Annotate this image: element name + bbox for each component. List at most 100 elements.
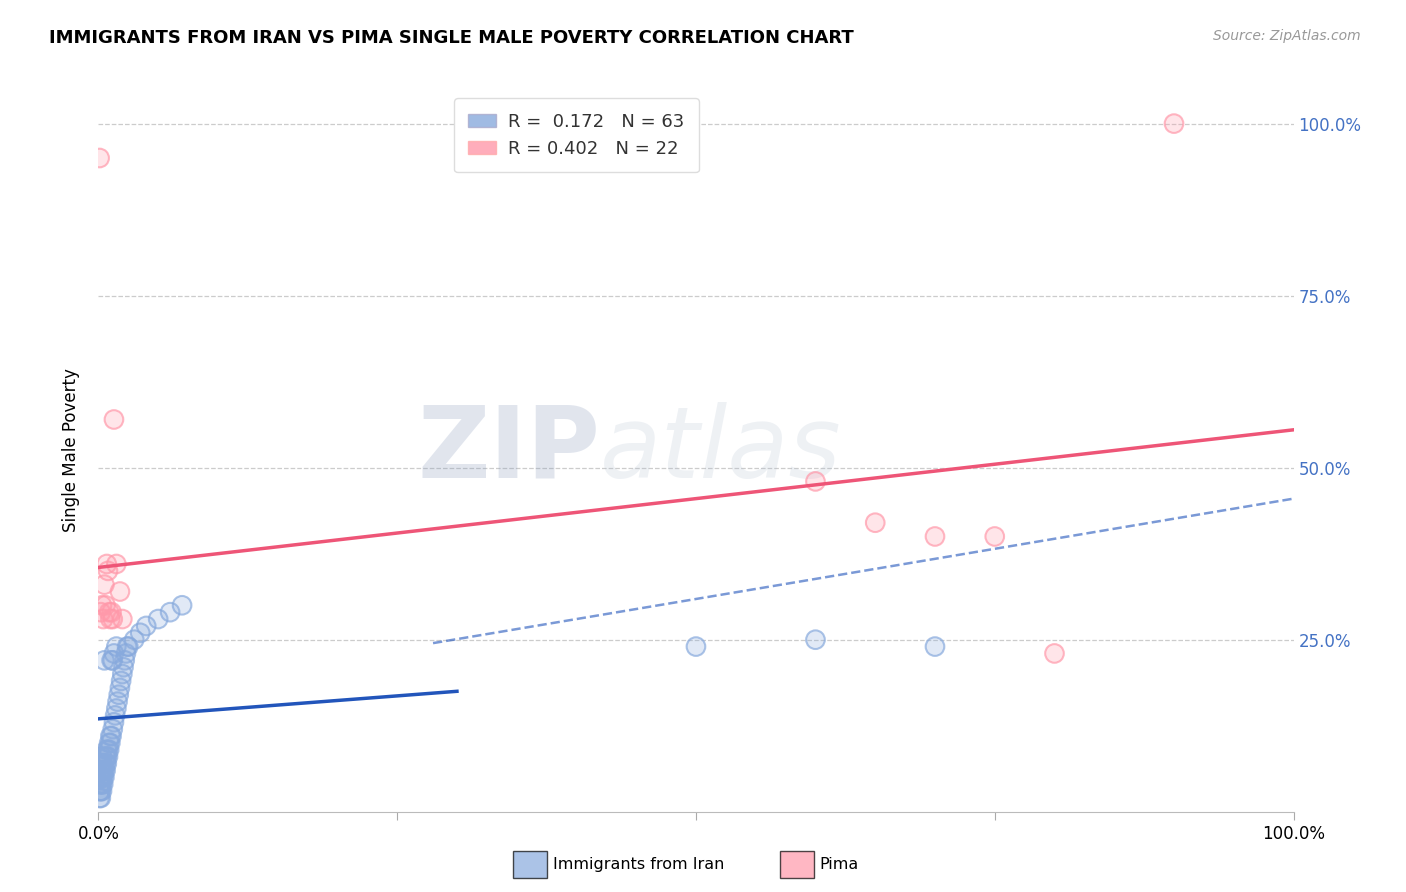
Point <box>148 612 170 626</box>
Point <box>97 743 120 757</box>
Point <box>98 612 122 626</box>
Point <box>93 577 115 591</box>
Point <box>108 584 131 599</box>
Point <box>98 729 122 743</box>
Point <box>107 688 129 702</box>
Point <box>97 749 120 764</box>
Point <box>96 749 118 764</box>
Point <box>104 708 127 723</box>
Point <box>90 764 112 778</box>
Point <box>91 599 114 613</box>
Point <box>804 632 827 647</box>
Point <box>90 784 112 798</box>
Point <box>135 619 157 633</box>
Point <box>159 605 181 619</box>
Point <box>91 770 114 784</box>
Point <box>129 625 152 640</box>
Point <box>90 777 112 791</box>
Point <box>107 695 129 709</box>
Point <box>1043 647 1066 661</box>
Point <box>101 722 124 736</box>
Point <box>91 777 114 791</box>
Point <box>91 764 114 778</box>
Text: Pima: Pima <box>820 857 859 871</box>
Point <box>91 756 114 771</box>
Point <box>104 708 127 723</box>
Point <box>101 653 124 667</box>
Text: Source: ZipAtlas.com: Source: ZipAtlas.com <box>1213 29 1361 43</box>
Point <box>105 701 128 715</box>
Point <box>89 791 111 805</box>
Point <box>107 688 129 702</box>
Point <box>90 791 112 805</box>
Point <box>924 529 946 543</box>
Point <box>103 647 125 661</box>
Point <box>865 516 887 530</box>
Point <box>100 729 122 743</box>
Point <box>97 743 120 757</box>
Point <box>93 770 115 784</box>
Point <box>89 151 111 165</box>
Point <box>101 612 124 626</box>
Point <box>94 749 117 764</box>
Point <box>135 619 157 633</box>
Y-axis label: Single Male Poverty: Single Male Poverty <box>62 368 80 533</box>
Point <box>129 625 152 640</box>
Point <box>101 653 124 667</box>
Point <box>100 605 122 619</box>
Point <box>115 647 138 661</box>
Point <box>172 599 194 613</box>
Point <box>804 475 827 489</box>
Point <box>114 653 136 667</box>
Point <box>115 640 138 654</box>
Point <box>98 605 121 619</box>
Point <box>96 557 118 571</box>
Point <box>91 777 114 791</box>
Point <box>105 640 128 654</box>
Point <box>90 777 112 791</box>
Point <box>91 777 114 791</box>
Point <box>89 777 111 791</box>
Point <box>101 612 124 626</box>
Point <box>91 770 114 784</box>
Point <box>100 653 122 667</box>
Point <box>117 640 139 654</box>
Point <box>172 599 194 613</box>
Point <box>93 653 115 667</box>
Point <box>103 647 125 661</box>
Point <box>91 756 114 771</box>
Point <box>105 640 128 654</box>
Point <box>93 653 115 667</box>
Point <box>148 612 170 626</box>
Point <box>114 653 136 667</box>
Text: Immigrants from Iran: Immigrants from Iran <box>553 857 724 871</box>
Point <box>108 681 131 695</box>
Point <box>124 632 146 647</box>
Point <box>105 557 128 571</box>
Point <box>1163 117 1185 131</box>
Point <box>91 770 114 784</box>
Point <box>91 599 114 613</box>
Point <box>98 729 122 743</box>
Point <box>685 640 707 654</box>
Point <box>96 756 118 771</box>
Point <box>96 557 118 571</box>
Point <box>94 756 117 771</box>
Point <box>100 653 122 667</box>
Point <box>110 673 132 688</box>
Point <box>90 770 112 784</box>
Point <box>91 612 114 626</box>
Point <box>117 640 139 654</box>
Point <box>96 743 118 757</box>
Text: ZIP: ZIP <box>418 402 600 499</box>
Point <box>91 784 114 798</box>
Point <box>100 729 122 743</box>
Point <box>98 736 121 750</box>
Point <box>90 791 112 805</box>
Point <box>96 756 118 771</box>
Point <box>91 777 114 791</box>
Point <box>110 673 132 688</box>
Point <box>101 722 124 736</box>
Point <box>107 695 129 709</box>
Point <box>111 612 134 626</box>
